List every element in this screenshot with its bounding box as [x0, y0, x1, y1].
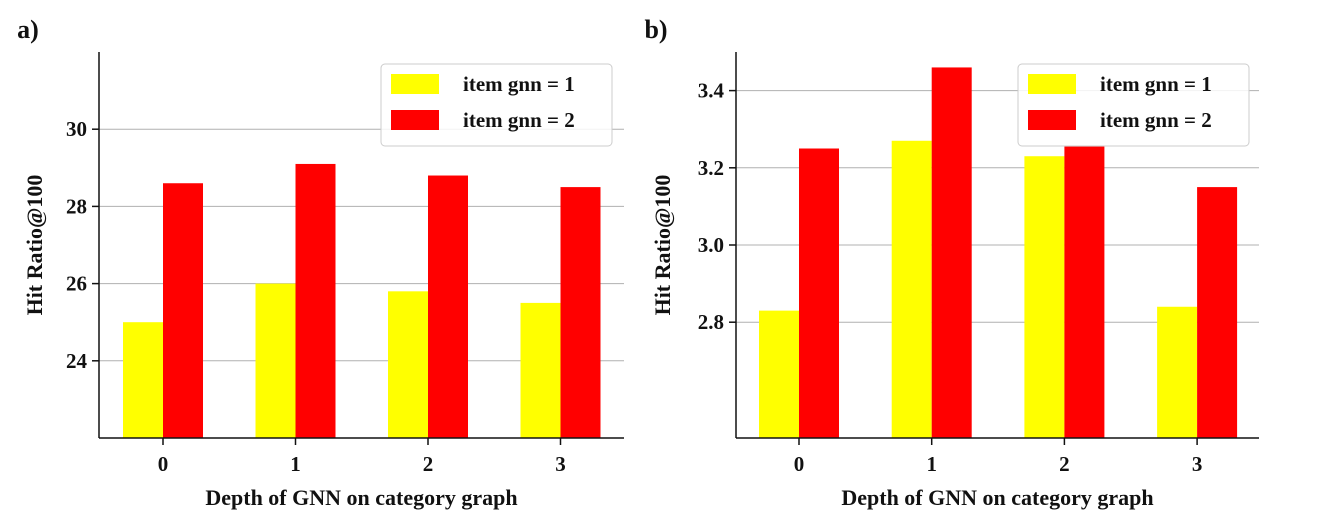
x-tick-label: 3	[1192, 452, 1203, 476]
bar-item-gnn-2-cat-0	[799, 148, 839, 438]
x-tick-label: 0	[794, 452, 805, 476]
y-tick-label: 26	[66, 272, 87, 296]
y-tick-label: 24	[66, 349, 88, 373]
bar-item-gnn-1-cat-1	[255, 283, 296, 438]
bar-item-gnn-1-cat-1	[891, 140, 932, 438]
legend-entry-label: item gnn = 2	[1100, 108, 1212, 132]
y-tick-label: 3.0	[698, 233, 724, 257]
y-axis-label: Hit Ratio@100	[22, 175, 47, 316]
x-tick-label: 3	[555, 452, 566, 476]
bar-item-gnn-2-cat-3	[1197, 187, 1238, 438]
x-axis-label: Depth of GNN on category graph	[841, 485, 1153, 510]
y-tick-label: 30	[66, 117, 87, 141]
legend: item gnn = 1 item gnn = 2	[1017, 63, 1250, 147]
chart-panel-b: b) 2.8 3.0 3.2 3.4 0 1 2 3 Depth of GNN on catego…	[644, 15, 1259, 510]
legend-entry-label: item gnn = 2	[463, 108, 575, 132]
bar-item-gnn-2-cat-2	[428, 175, 468, 438]
x-tick-label: 2	[423, 452, 434, 476]
bar-item-gnn-2-cat-2	[1064, 146, 1105, 438]
bar-item-gnn-1-cat-0	[123, 322, 163, 438]
chart-panel-a: a) 24 26 28 30 0 1 2 3 Depth of GNN on category g…	[17, 15, 624, 510]
x-tick-label: 0	[158, 452, 169, 476]
panel-label: b)	[644, 15, 667, 44]
panel-label: a)	[17, 15, 39, 44]
y-tick-label: 28	[66, 194, 87, 218]
legend-swatch	[391, 110, 439, 130]
x-tick-label: 1	[926, 452, 937, 476]
bar-item-gnn-2-cat-0	[163, 183, 203, 438]
y-tick-label: 2.8	[698, 310, 724, 334]
bar-item-gnn-1-cat-0	[759, 310, 799, 438]
legend-entry-label: item gnn = 1	[463, 72, 575, 96]
y-tick-label: 3.2	[698, 156, 724, 180]
legend: item gnn = 1 item gnn = 2	[380, 63, 613, 147]
legend-entry-label: item gnn = 1	[1100, 72, 1212, 96]
bar-item-gnn-2-cat-3	[560, 187, 601, 438]
bar-item-gnn-1-cat-3	[520, 302, 561, 438]
bar-item-gnn-1-cat-3	[1157, 306, 1198, 438]
legend-swatch	[1028, 110, 1076, 130]
bar-item-gnn-1-cat-2	[1024, 156, 1065, 438]
bar-item-gnn-1-cat-2	[388, 291, 428, 438]
bar-item-gnn-2-cat-1	[931, 67, 972, 438]
y-tick-label: 3.4	[698, 79, 725, 103]
bar-item-gnn-2-cat-1	[295, 163, 336, 438]
legend-swatch	[1028, 74, 1076, 94]
x-tick-label: 1	[290, 452, 301, 476]
x-axis-label: Depth of GNN on category graph	[205, 485, 517, 510]
x-tick-label: 2	[1059, 452, 1070, 476]
y-axis-label: Hit Ratio@100	[650, 175, 675, 316]
legend-swatch	[391, 74, 439, 94]
